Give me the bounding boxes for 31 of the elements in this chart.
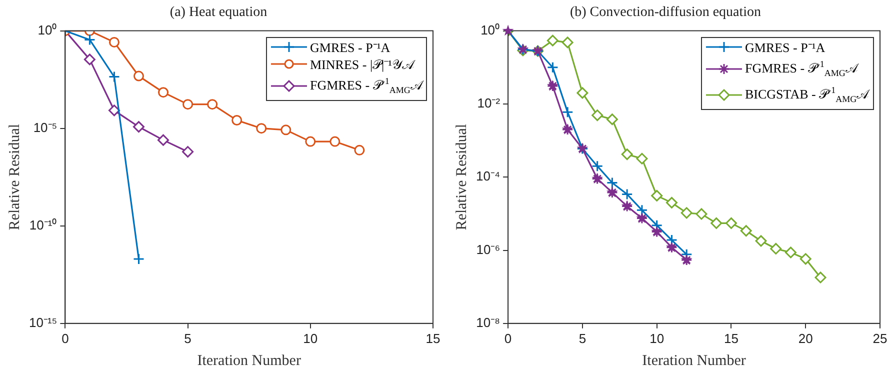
x-axis-title: Iteration Number — [197, 352, 301, 369]
y-tick-label: 10⁰ — [480, 22, 500, 38]
x-tick-label: 5 — [184, 330, 192, 346]
y-tick-label: 10⁻² — [477, 96, 501, 111]
x-tick-label: 20 — [798, 330, 813, 346]
y-tick-label: 10⁻¹⁰ — [29, 217, 58, 232]
chart-title: (a) Heat equation — [170, 5, 268, 20]
legend-label: FGMRES - 𝒫$^{-1}$$_{AMG}$𝒜 — [310, 74, 422, 97]
legend-label: FGMRES - 𝒫$^{-1}$$_{AMG}$𝒜 — [745, 58, 858, 80]
y-axis-title: Relative Residual — [6, 124, 23, 230]
x-tick-label: 5 — [578, 330, 586, 346]
y-axis-title: Relative Residual — [454, 124, 470, 230]
x-tick-label: 15 — [426, 330, 440, 346]
x-tick-label: 10 — [650, 330, 664, 346]
x-tick-label: 10 — [303, 330, 318, 346]
x-axis-title: Iteration Number — [642, 352, 746, 369]
x-tick-label: 0 — [504, 330, 512, 346]
x-tick-label: 0 — [62, 330, 69, 346]
legend-label: MINRES - |𝒫|⁻¹𝒴𝒜 — [310, 56, 414, 73]
legend-label: GMRES - P⁻¹A — [745, 38, 826, 56]
chart-title: (b) Convection-diffusion equation — [570, 5, 762, 20]
legend-label: BICGSTAB - 𝒫$^{-1}$$_{AMG}$𝒜 — [745, 84, 869, 106]
y-tick-label: 10⁻⁸ — [476, 314, 500, 330]
y-tick-label: 10⁻¹⁵ — [28, 314, 58, 330]
y-tick-label: 10⁰ — [38, 22, 58, 38]
y-tick-label: 10⁻⁶ — [476, 242, 500, 257]
y-tick-label: 10⁻⁴ — [476, 168, 500, 184]
y-tick-label: 10⁻⁵ — [33, 120, 58, 135]
legend-label: GMRES - P⁻¹A — [310, 38, 390, 56]
x-tick-label: 15 — [724, 330, 738, 346]
x-tick-label: 25 — [872, 330, 888, 346]
